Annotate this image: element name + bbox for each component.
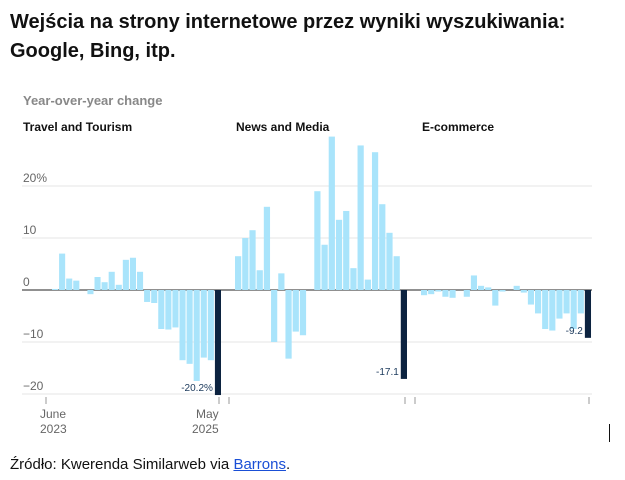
bar <box>535 290 542 314</box>
bar <box>179 290 186 361</box>
panel-title: E-commerce <box>422 120 494 134</box>
last-value-label: -20.2% <box>181 383 213 394</box>
last-value-label: -17.1 <box>376 367 399 378</box>
bar <box>200 290 207 358</box>
bar <box>271 290 278 342</box>
bar <box>421 290 428 296</box>
bar <box>400 290 407 379</box>
bar <box>556 290 563 319</box>
bar <box>94 277 101 290</box>
bar <box>101 282 108 290</box>
bar <box>435 290 442 292</box>
bar <box>386 232 393 290</box>
bar <box>292 290 299 332</box>
bar <box>513 285 520 290</box>
bar <box>207 290 214 361</box>
bar <box>343 210 350 290</box>
bar <box>256 270 263 290</box>
bar <box>108 271 115 290</box>
panel-title: Travel and Tourism <box>23 120 132 134</box>
bar <box>478 285 485 290</box>
bar <box>371 152 379 290</box>
y-tick-label: −20 <box>23 379 44 393</box>
bar <box>299 290 307 336</box>
bar <box>151 290 158 303</box>
bar <box>115 284 122 290</box>
bar <box>235 256 242 290</box>
bar <box>172 290 179 328</box>
y-tick-label: 0 <box>23 275 30 289</box>
y-tick-label: 20% <box>23 171 47 185</box>
y-tick-label: 10 <box>23 223 37 237</box>
bar <box>52 288 59 290</box>
page-title: Wejścia na strony internetowe przez wyni… <box>10 11 566 62</box>
bar <box>193 290 200 381</box>
x-tick-label: 2023 <box>40 422 67 436</box>
bar <box>66 278 73 290</box>
bar <box>242 238 249 290</box>
bar <box>428 290 435 295</box>
bar <box>73 280 80 290</box>
bar <box>442 290 449 297</box>
x-tick-label: May <box>196 407 219 421</box>
bar <box>364 279 371 290</box>
bar <box>584 290 592 338</box>
source-note: Źródło: Kwerenda Similarweb via Barrons. <box>10 456 290 473</box>
bar <box>314 191 321 290</box>
bar <box>328 136 335 290</box>
bar-chart: Year-over-year change 20% 10 0 −10 −20 Travel … <box>22 93 592 436</box>
y-tick-label: −10 <box>23 327 44 341</box>
bar <box>335 219 343 290</box>
bar <box>542 290 549 329</box>
bar <box>520 290 527 293</box>
bar <box>563 290 570 314</box>
bar <box>278 273 285 290</box>
bar <box>379 204 386 290</box>
bar <box>263 206 271 290</box>
bar <box>449 290 456 298</box>
bar <box>87 290 94 295</box>
chart-subtitle: Year-over-year change <box>23 93 162 108</box>
bar <box>549 290 556 331</box>
bar <box>129 257 136 290</box>
source-link[interactable]: Barrons <box>233 456 286 473</box>
bar <box>393 256 400 290</box>
bar <box>285 290 292 359</box>
bar <box>321 244 328 290</box>
bar <box>527 290 535 305</box>
bar <box>492 290 499 306</box>
bar <box>144 290 151 302</box>
bar <box>357 145 364 290</box>
x-tick-label: 2025 <box>192 422 219 436</box>
bar <box>485 287 492 290</box>
source-suffix: . <box>285 456 291 473</box>
bar <box>122 259 129 290</box>
bar <box>186 290 193 364</box>
bar <box>214 290 221 396</box>
bar <box>59 253 66 290</box>
last-value-label: -9.2 <box>566 326 584 337</box>
bar <box>470 275 478 290</box>
text-cursor <box>609 424 610 442</box>
bar <box>249 230 256 290</box>
source-prefix: Źródło: Kwerenda Similarweb via <box>10 456 234 473</box>
bar <box>499 290 506 292</box>
bar <box>570 290 577 329</box>
bar <box>165 290 172 330</box>
bar <box>137 271 144 290</box>
bar <box>577 290 584 314</box>
bar <box>463 290 470 297</box>
x-tick-label: June <box>40 407 66 421</box>
panel-title: News and Media <box>236 120 330 134</box>
bar <box>158 290 165 329</box>
bar <box>350 268 357 290</box>
